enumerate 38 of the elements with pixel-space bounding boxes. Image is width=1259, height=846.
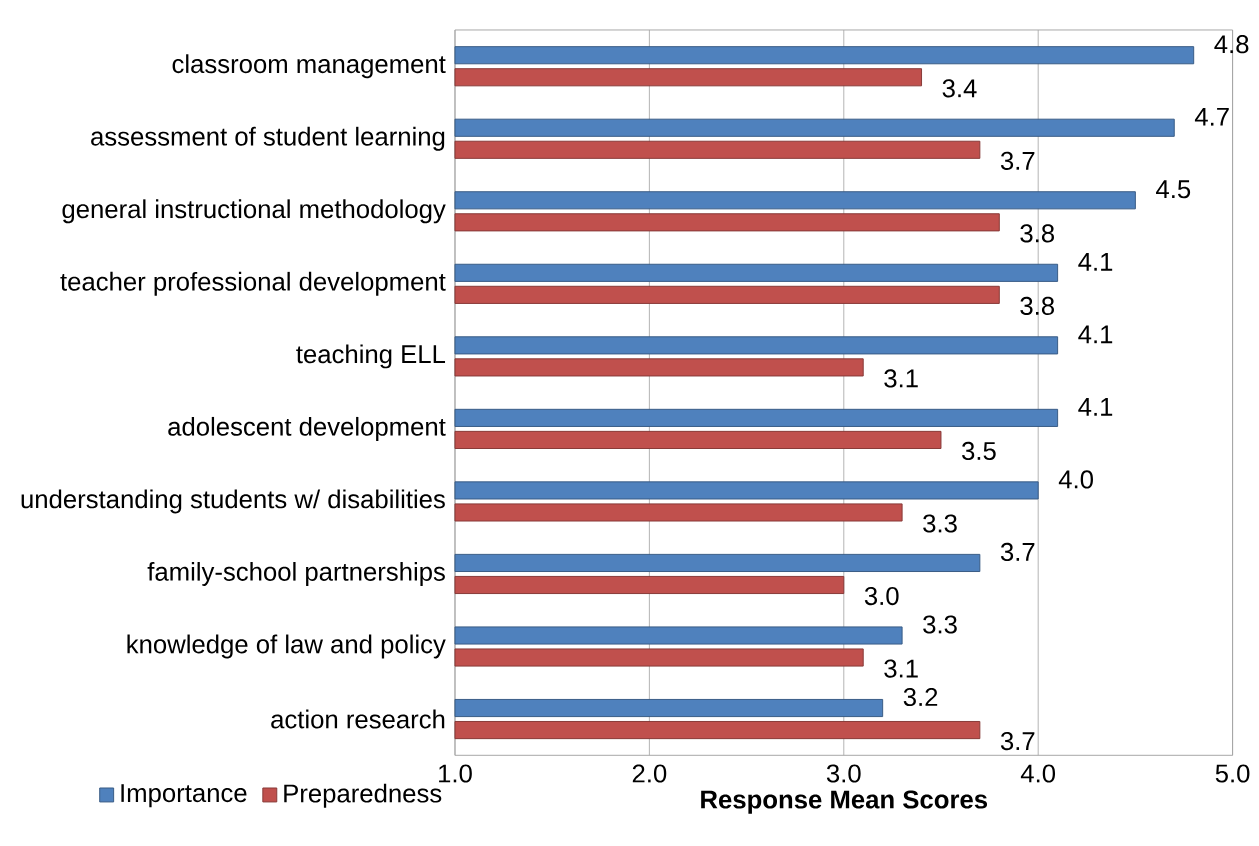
data-label: 3.1 (884, 659, 918, 678)
data-label: 4.5 (1156, 180, 1191, 199)
data-label: 3.8 (1020, 224, 1054, 243)
data-label: 3.4 (942, 79, 977, 98)
y-tick-label: understanding students w/ disabilities (21, 489, 445, 514)
y-tick-label: assessment of student learning (91, 126, 445, 151)
data-label: 3.3 (923, 514, 957, 533)
y-tick-label: teaching ELL (296, 344, 446, 369)
data-label: 4.1 (1078, 398, 1113, 416)
legend-label: Importance (121, 784, 247, 808)
data-label: 3.7 (1000, 732, 1035, 751)
data-label: 3.0 (864, 586, 899, 606)
y-tick-label: family-school partnerships (147, 562, 445, 587)
data-label: 3.8 (1020, 296, 1054, 316)
x-axis-title: Response Mean Scores (701, 790, 988, 814)
data-label: 3.2 (903, 687, 938, 707)
data-label: 3.5 (962, 441, 996, 461)
x-tick-label: 2.0 (632, 764, 667, 783)
y-tick-label: classroom management (172, 54, 446, 79)
x-tick-label: 5.0 (1215, 764, 1250, 783)
y-tick-label: action research (271, 709, 445, 729)
data-label: 4.1 (1078, 253, 1113, 271)
data-label: 3.7 (1000, 151, 1035, 170)
data-label: 3.7 (1000, 542, 1035, 562)
data-label: 3.1 (884, 369, 918, 388)
data-label: 4.7 (1194, 107, 1229, 126)
y-tick-label: adolescent development (168, 416, 446, 441)
legend-label: Preparedness (284, 783, 442, 808)
data-label: 4.8 (1214, 35, 1249, 54)
y-tick-label: teacher professional development (60, 271, 446, 296)
x-tick-label: 1.0 (439, 764, 472, 783)
y-tick-label: knowledge of law and policy (127, 634, 446, 659)
y-tick-label: general instructional methodology (62, 199, 446, 224)
x-tick-label: 4.0 (1020, 764, 1056, 783)
data-label: 4.1 (1078, 325, 1113, 344)
x-tick-label: 3.0 (826, 764, 861, 783)
data-label: 3.3 (923, 615, 957, 634)
data-label: 4.0 (1058, 470, 1093, 489)
